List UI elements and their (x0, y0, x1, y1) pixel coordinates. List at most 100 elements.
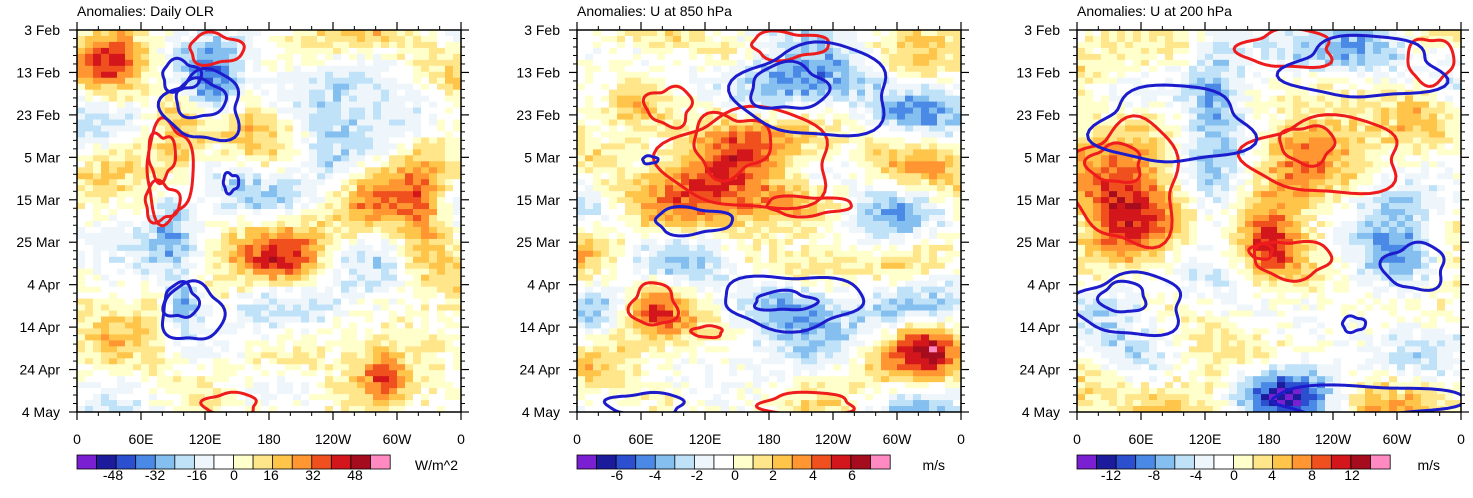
heatmap-cell (697, 71, 706, 79)
heatmap-cell (261, 95, 270, 103)
heatmap-cell (157, 406, 166, 412)
heatmap-cell (317, 41, 326, 49)
heatmap-cell (945, 131, 954, 139)
heatmap-cell (381, 382, 390, 389)
heatmap-cell (109, 35, 118, 43)
heatmap-cell (261, 59, 270, 67)
heatmap-cell (897, 185, 906, 192)
heatmap-cell (913, 155, 922, 162)
heatmap-cell (889, 113, 898, 121)
heatmap-cell (689, 95, 698, 103)
heatmap-cell (133, 298, 142, 306)
heatmap-cell (205, 274, 214, 282)
heatmap-cell (149, 215, 158, 222)
heatmap-cell (897, 119, 906, 127)
heatmap-cell (309, 232, 318, 240)
heatmap-cell (301, 268, 310, 276)
heatmap-cell (109, 298, 118, 306)
heatmap-cell (929, 167, 938, 174)
heatmap-cell (937, 53, 946, 61)
heatmap-cell (181, 185, 190, 192)
heatmap-cell (689, 149, 698, 156)
heatmap-cell (157, 352, 166, 359)
heatmap-cell (729, 59, 738, 67)
heatmap-cell (389, 89, 398, 97)
heatmap-cell (333, 77, 342, 85)
heatmap-cell (237, 209, 246, 216)
heatmap-cell (809, 179, 818, 186)
heatmap-cell (245, 292, 254, 300)
heatmap-cell (421, 370, 430, 377)
heatmap-cell (373, 274, 382, 282)
heatmap-field (77, 30, 461, 412)
heatmap-cell (889, 30, 898, 37)
heatmap-cell (309, 262, 318, 270)
heatmap-cell (849, 232, 858, 240)
heatmap-cell (929, 191, 938, 198)
heatmap-cell (109, 376, 118, 383)
heatmap-cell (237, 232, 246, 240)
heatmap-cell (617, 131, 626, 139)
heatmap-cell (673, 101, 682, 109)
heatmap-cell (705, 53, 714, 61)
heatmap-cell (921, 95, 930, 103)
heatmap-cell (801, 161, 810, 168)
heatmap-cell (365, 203, 374, 210)
heatmap-cell (445, 131, 454, 139)
heatmap-cell (165, 340, 174, 347)
heatmap-cell (705, 185, 714, 192)
heatmap-cell (841, 221, 850, 228)
heatmap-cell (301, 209, 310, 216)
heatmap-cell (109, 358, 118, 365)
heatmap-cell (705, 59, 714, 67)
heatmap-cell (165, 298, 174, 306)
heatmap-cell (721, 232, 730, 240)
heatmap-cell (277, 155, 286, 162)
heatmap-cell (809, 167, 818, 174)
heatmap-cell (237, 59, 246, 67)
heatmap-cell (93, 286, 102, 294)
heatmap-cell (593, 35, 602, 43)
heatmap-cell (333, 304, 342, 312)
heatmap-cell (689, 113, 698, 121)
heatmap-cell (285, 89, 294, 97)
heatmap-cell (317, 358, 326, 365)
heatmap-cell (649, 197, 658, 204)
heatmap-cell (373, 406, 382, 412)
heatmap-cell (413, 221, 422, 228)
heatmap-cell (421, 53, 430, 61)
heatmap-cell (261, 119, 270, 127)
heatmap-cell (657, 35, 666, 43)
heatmap-cell (101, 137, 110, 145)
heatmap-cell (109, 173, 118, 180)
heatmap-cell (309, 41, 318, 49)
heatmap-cell (101, 388, 110, 395)
heatmap-cell (149, 256, 158, 264)
heatmap-cell (85, 280, 94, 288)
heatmap-cell (301, 400, 310, 407)
heatmap-cell (253, 274, 262, 282)
heatmap-cell (149, 322, 158, 330)
heatmap-cell (125, 203, 134, 210)
heatmap-cell (873, 161, 882, 168)
heatmap-cell (397, 137, 406, 145)
heatmap-cell (945, 143, 954, 150)
heatmap-cell (601, 155, 610, 162)
heatmap-cell (293, 215, 302, 222)
heatmap-cell (77, 215, 86, 222)
heatmap-cell (937, 238, 946, 246)
heatmap-cell (405, 65, 414, 73)
heatmap-cell (357, 280, 366, 288)
heatmap-cell (117, 131, 126, 139)
heatmap-cell (953, 191, 961, 198)
heatmap-cell (141, 358, 150, 365)
heatmap-cell (657, 83, 666, 91)
heatmap-cell (833, 137, 842, 145)
heatmap-cell (245, 30, 254, 37)
heatmap-cell (365, 250, 374, 258)
heatmap-cell (689, 197, 698, 204)
heatmap-cell (245, 101, 254, 109)
heatmap-cell (841, 47, 850, 55)
heatmap-cell (141, 71, 150, 79)
heatmap-cell (325, 131, 334, 139)
